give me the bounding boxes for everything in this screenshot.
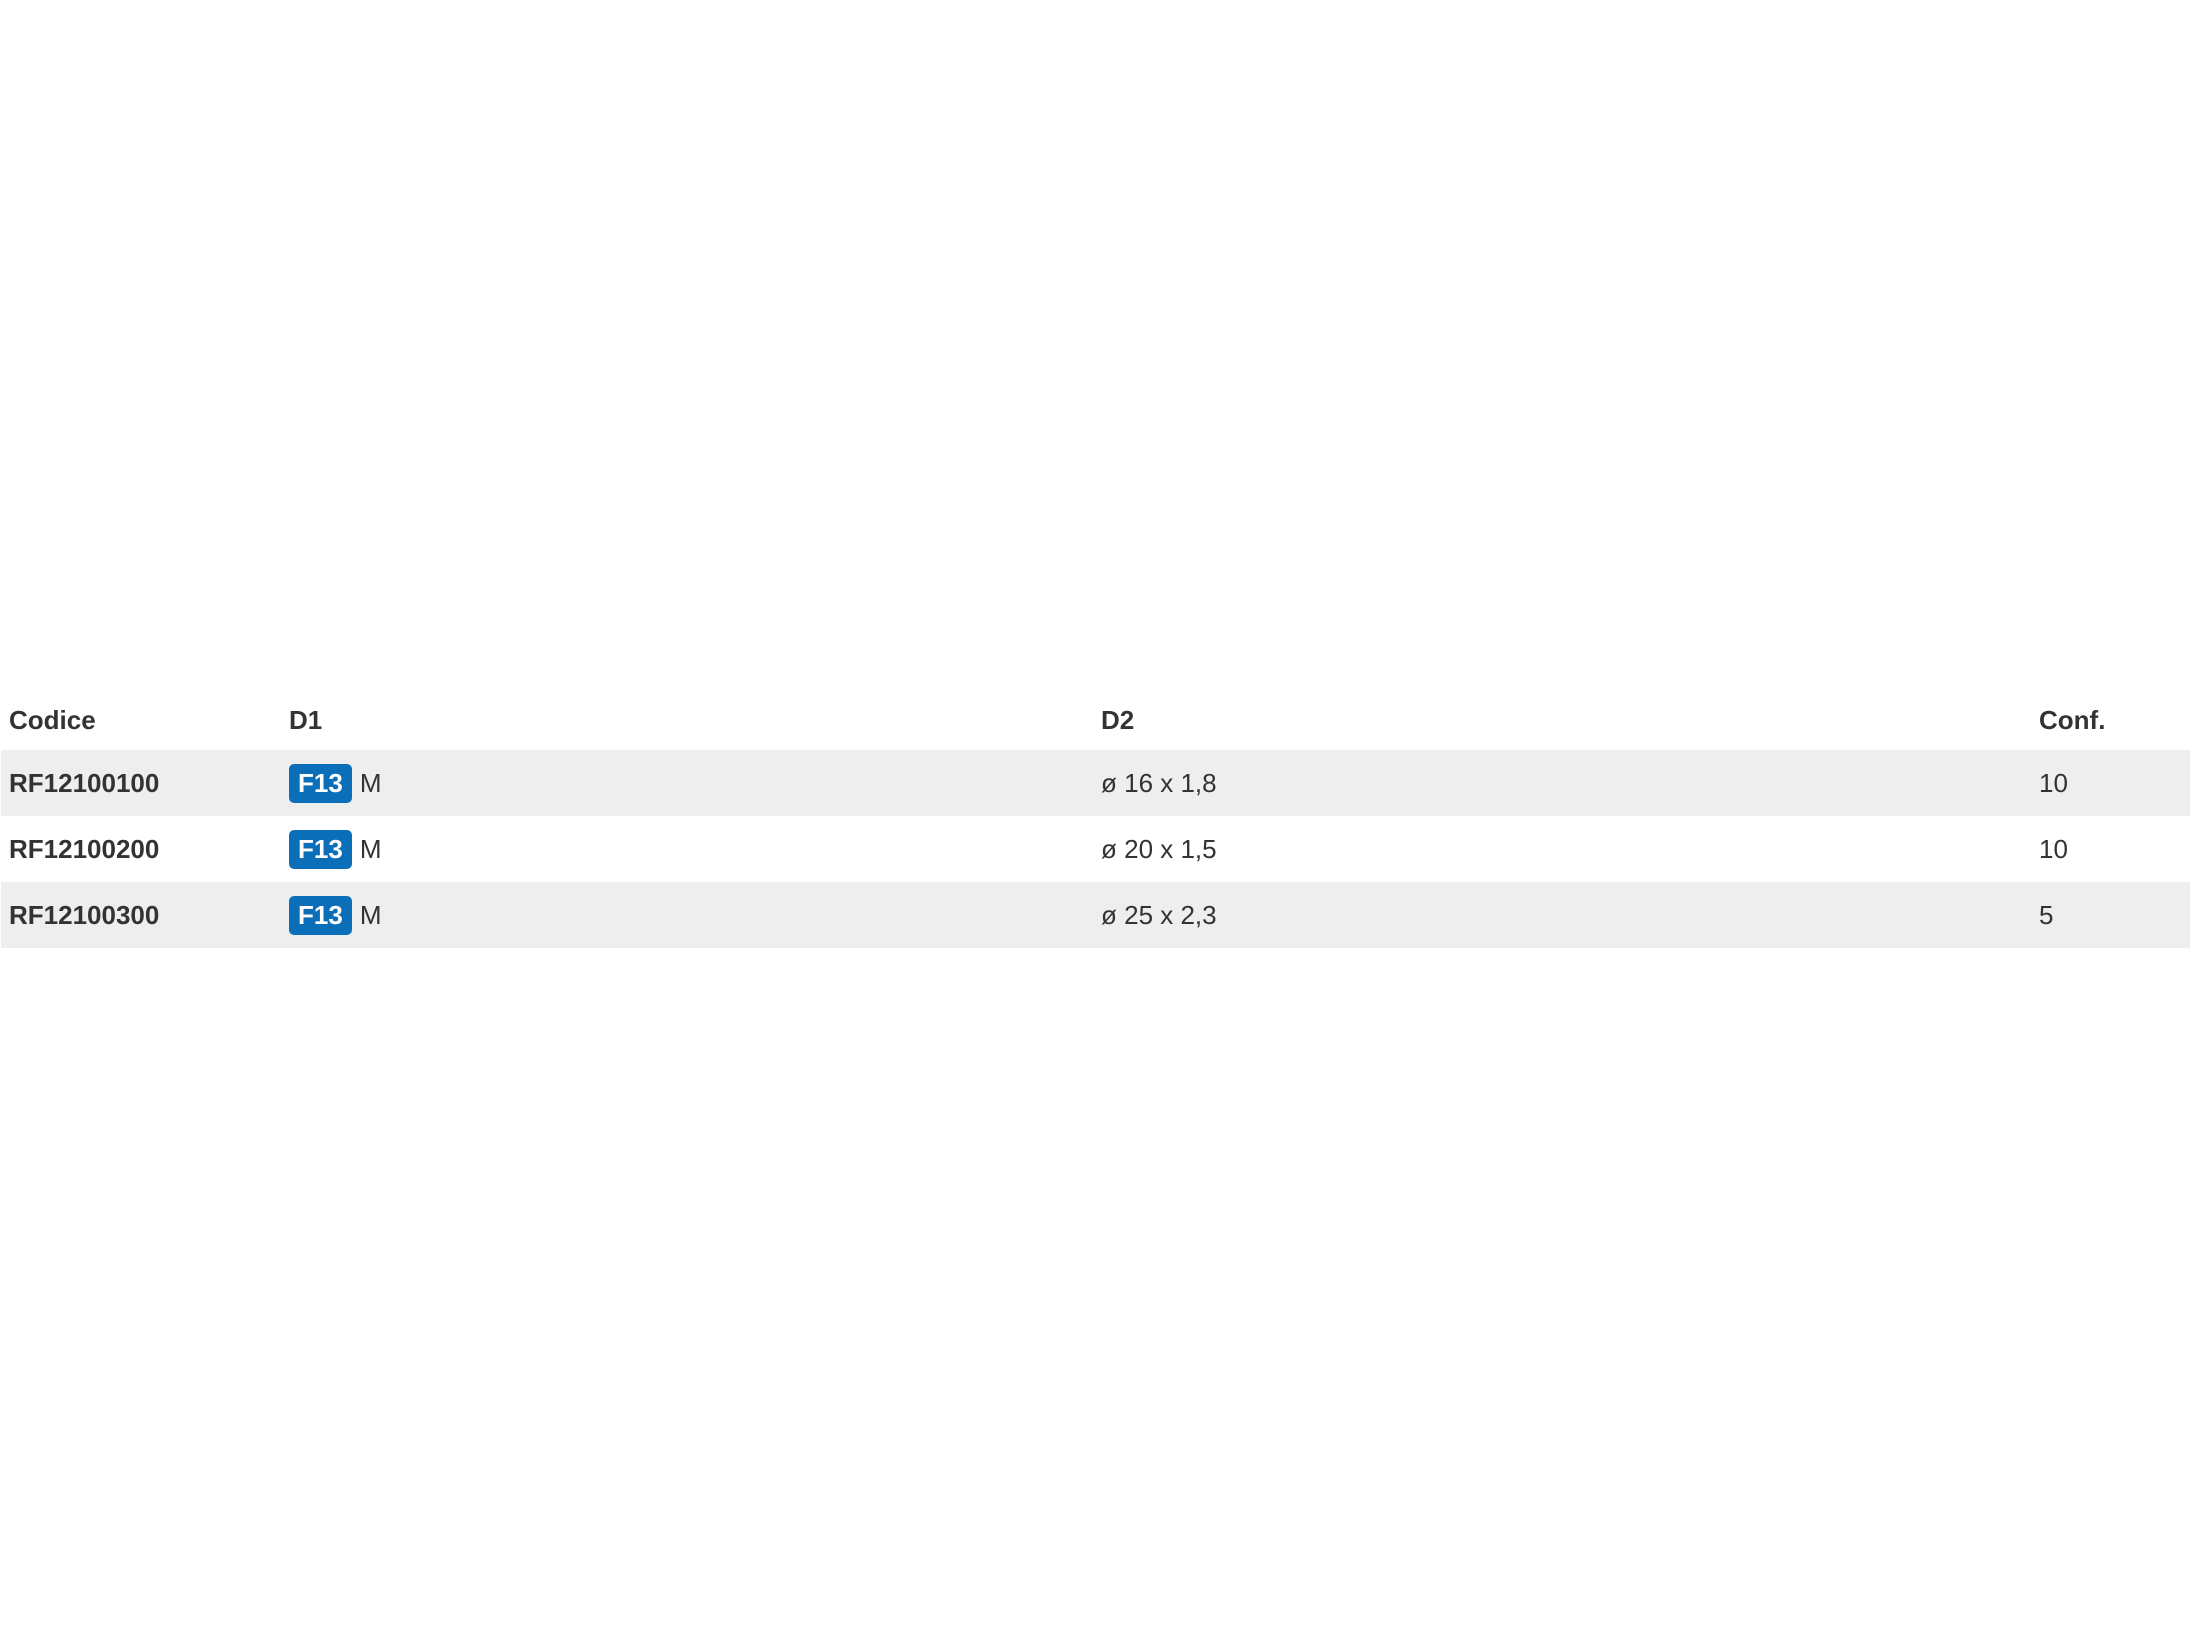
product-table: Codice D1 D2 Conf. RF12100100 F13 M ø 16…	[1, 690, 2190, 948]
conf-cell: 10	[2039, 767, 2068, 798]
d2-cell: ø 25 x 2,3	[1101, 899, 1217, 930]
table-row: RF12100200 F13 M ø 20 x 1,5 10	[1, 816, 2190, 882]
conf-cell: 5	[2039, 899, 2054, 930]
header-codice: Codice	[9, 704, 96, 735]
thread-badge: F13	[289, 763, 352, 803]
d2-cell: ø 20 x 1,5	[1101, 833, 1217, 864]
table-header: Codice D1 D2 Conf.	[1, 690, 2190, 750]
codice-cell: RF12100300	[9, 899, 160, 930]
d1-text: M	[359, 899, 382, 930]
table-row: RF12100300 F13 M ø 25 x 2,3 5	[1, 882, 2190, 948]
table-row: RF12100100 F13 M ø 16 x 1,8 10	[1, 750, 2190, 816]
conf-cell: 10	[2039, 833, 2068, 864]
d1-cell: F13 M	[289, 750, 381, 816]
codice-cell: RF12100200	[9, 833, 160, 864]
header-d1: D1	[289, 704, 323, 735]
d2-cell: ø 16 x 1,8	[1101, 767, 1217, 798]
header-conf: Conf.	[2039, 704, 2106, 735]
codice-cell: RF12100100	[9, 767, 160, 798]
d1-cell: F13 M	[289, 816, 381, 882]
thread-badge: F13	[289, 895, 352, 935]
thread-badge: F13	[289, 829, 352, 869]
d1-cell: F13 M	[289, 882, 381, 948]
header-d2: D2	[1101, 704, 1135, 735]
d1-text: M	[359, 833, 382, 864]
d1-text: M	[359, 767, 382, 798]
